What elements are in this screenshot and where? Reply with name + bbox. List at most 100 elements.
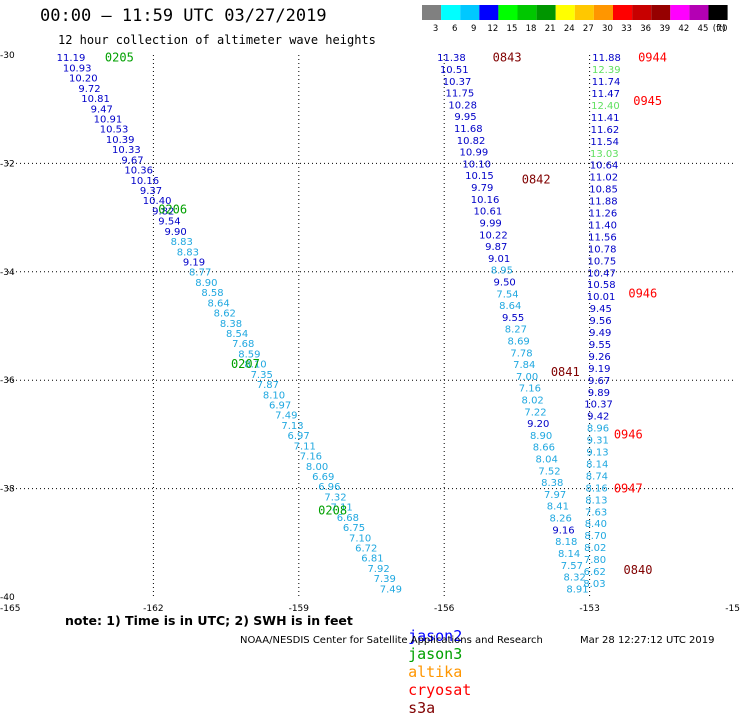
satellite-s3a: s3a — [408, 699, 436, 717]
legend-label: 3 — [433, 24, 438, 34]
wave-height-value: 9.31 — [587, 436, 609, 447]
legend-label: 30 — [602, 24, 613, 34]
wave-height-value: 10.37 — [584, 400, 613, 411]
wave-height-value: 11.38 — [437, 53, 466, 64]
wave-height-value: 8.66 — [533, 443, 555, 454]
wave-height-value: 10.40 — [143, 196, 172, 207]
wave-height-value: 8.14 — [558, 549, 580, 560]
legend-label: 27 — [583, 24, 594, 34]
wave-height-value: 8.27 — [505, 325, 527, 336]
wave-height-value: 10.53 — [100, 125, 129, 136]
satellite-jason3: jason3 — [408, 645, 463, 663]
pass-time-labels: 0205 0206 0207 0208 0843 0842 0841 0840 0944 0945… — [105, 51, 667, 577]
legend-label: 12 — [487, 24, 498, 34]
legend-swatch — [670, 5, 690, 20]
wave-height-value: 7.35 — [251, 370, 273, 381]
wave-height-value: 10.33 — [112, 145, 141, 156]
wave-height-value: 9.99 — [480, 218, 502, 229]
wave-height-value: 9.50 — [494, 277, 516, 288]
wave-height-value: 8.74 — [586, 471, 608, 482]
wave-height-value: 8.64 — [499, 301, 521, 312]
wave-height-value: 7.10 — [349, 533, 371, 544]
legend-label: 15 — [507, 24, 518, 34]
wave-height-value: 8.70 — [584, 531, 606, 542]
wave-height-value: 9.55 — [589, 340, 611, 351]
x-tick-label: -159 — [289, 604, 310, 614]
pass-time-label: 0205 — [105, 51, 134, 65]
wave-height-value: 9.72 — [78, 84, 100, 95]
footer-source: NOAA/NESDIS Center for Satellite Applica… — [240, 635, 543, 646]
legend-label: 45 — [698, 24, 709, 34]
legend-label: 36 — [640, 24, 651, 34]
wave-height-value: 7.63 — [585, 507, 607, 518]
wave-height-value: 11.74 — [592, 77, 621, 88]
wave-height-value: 6.62 — [584, 567, 606, 578]
wave-height-value: 6.68 — [337, 513, 359, 524]
wave-height-value: 8.10 — [244, 360, 266, 371]
wave-height-value: 9.13 — [586, 448, 608, 459]
wave-height-value: 10.16 — [131, 176, 160, 187]
wave-height-value: 8.18 — [555, 537, 577, 548]
y-tick-label: -30 — [0, 51, 15, 61]
legend-label: 21 — [545, 24, 556, 34]
wave-height-value: 9.95 — [454, 112, 476, 123]
wave-height-chart: 3 6 9 12 15 18 21 24 27 30 33 36 39 42 45 70(ft) -30-32… — [0, 5, 740, 614]
wave-height-value: 9.20 — [527, 419, 549, 430]
legend-swatch — [536, 5, 556, 20]
wave-height-value: 7.13 — [281, 421, 303, 432]
wave-height-value: 7.97 — [544, 490, 566, 501]
wave-height-value: 11.88 — [589, 197, 618, 208]
wave-height-value: 10.99 — [460, 148, 489, 159]
wave-height-value: 8.91 — [566, 584, 588, 595]
wave-height-value: 6.69 — [312, 472, 334, 483]
wave-height-value: 7.39 — [374, 574, 396, 585]
wave-height-value: 9.19 — [183, 258, 205, 269]
pass-time-label: 0206 — [158, 202, 187, 216]
y-tick-label: -38 — [0, 485, 15, 495]
legend-label: 70 — [717, 24, 728, 34]
wave-height-value: 10.39 — [106, 135, 135, 146]
wave-height-value: 9.90 — [164, 227, 186, 238]
wave-height-value: 10.85 — [589, 185, 618, 196]
wave-height-value: 8.16 — [586, 483, 608, 494]
wave-height-value: 8.90 — [195, 278, 217, 289]
wave-height-value: 11.62 — [591, 125, 620, 136]
wave-height-value: 8.02 — [522, 396, 544, 407]
legend-label: 9 — [471, 24, 476, 34]
axis-ticks: -30 -32 -34 -36 -38 -40-165 -162 -159 -156 -153 -1… — [0, 51, 740, 614]
wave-height-value: 11.40 — [588, 220, 617, 231]
wave-height-value: 11.75 — [446, 89, 475, 100]
wave-height-value: 7.16 — [519, 384, 541, 395]
wave-height-value: 11.19 — [57, 53, 86, 64]
wave-height-value: 11.56 — [588, 232, 617, 243]
wave-height-value: 8.02 — [584, 543, 606, 554]
wave-height-value: 7.00 — [516, 372, 538, 383]
legend-label: 18 — [526, 24, 537, 34]
wave-height-value: 8.03 — [583, 579, 605, 590]
legend-swatch — [517, 5, 537, 20]
pass-time-label: 0945 — [633, 94, 662, 108]
wave-height-value: 6.75 — [343, 523, 365, 534]
wave-height-value: 10.37 — [443, 77, 472, 88]
pass-time-label: 0947 — [614, 482, 643, 496]
wave-height-value: 8.40 — [585, 519, 607, 530]
legend-swatch — [479, 5, 499, 20]
wave-height-value: 10.20 — [69, 74, 98, 85]
satellite-jason2: jason2 — [408, 627, 463, 645]
wave-height-value: 9.82 — [152, 206, 174, 217]
color-legend: 3 6 9 12 15 18 21 24 27 30 33 36 39 42 45 70(ft) — [422, 5, 728, 34]
legend-swatch — [460, 5, 480, 20]
wave-height-value: 10.16 — [471, 195, 500, 206]
wave-height-value: 9.42 — [587, 412, 609, 423]
wave-height-value: 7.49 — [275, 411, 297, 422]
pass-time-label: 0944 — [638, 51, 667, 65]
y-tick-label: -36 — [0, 376, 15, 386]
wave-height-value: 6.96 — [318, 482, 340, 493]
wave-height-value: 8.83 — [177, 247, 199, 258]
legend-label: 33 — [621, 24, 632, 34]
wave-height-value: 9.55 — [502, 313, 524, 324]
wave-height-value: 7.11 — [331, 503, 353, 514]
wave-height-value: 9.67 — [121, 155, 143, 166]
legend-swatch — [689, 5, 709, 20]
wave-height-value: 7.78 — [510, 348, 532, 359]
